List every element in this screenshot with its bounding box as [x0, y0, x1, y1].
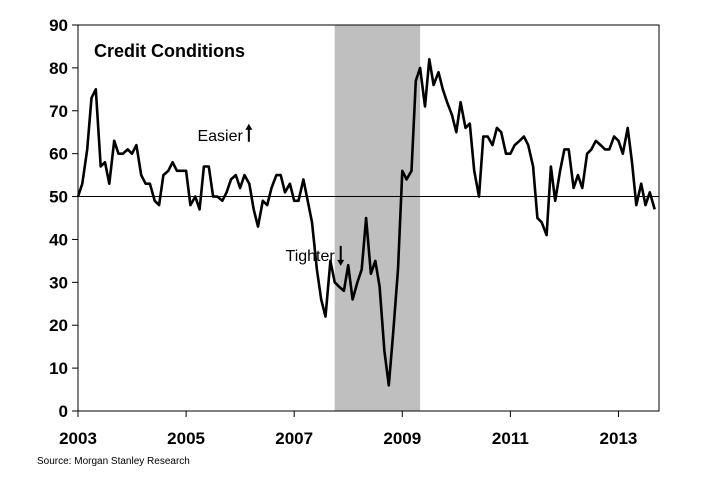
source-note: Source: Morgan Stanley Research	[37, 456, 190, 467]
annotation-up: Easier	[197, 128, 243, 145]
x-tick-label: 2011	[492, 429, 529, 448]
chart-title: Credit Conditions	[94, 41, 245, 61]
y-tick-label: 90	[49, 16, 68, 35]
series-line	[76, 57, 656, 387]
x-tick-label: 2013	[600, 429, 638, 448]
y-tick-label: 0	[59, 402, 68, 421]
y-tick-label: 40	[49, 230, 68, 249]
annotation-down: Tighter	[286, 248, 336, 265]
arrow-down-head-icon	[337, 259, 345, 266]
y-tick-label: 30	[49, 273, 68, 292]
plot-border	[77, 24, 660, 412]
y-tick-label: 70	[49, 102, 68, 121]
x-tick-label: 2003	[59, 429, 97, 448]
shaded-region	[334, 25, 421, 411]
y-tick-label: 80	[49, 59, 68, 78]
x-tick-label: 2005	[167, 429, 205, 448]
arrow-up-head-icon	[245, 123, 253, 130]
y-tick-label: 50	[49, 188, 68, 207]
x-tick-label: 2009	[383, 429, 421, 448]
y-tick-label: 20	[49, 316, 68, 335]
y-tick-label: 10	[49, 359, 68, 378]
x-tick-label: 2007	[275, 429, 313, 448]
y-tick-label: 60	[49, 145, 68, 164]
